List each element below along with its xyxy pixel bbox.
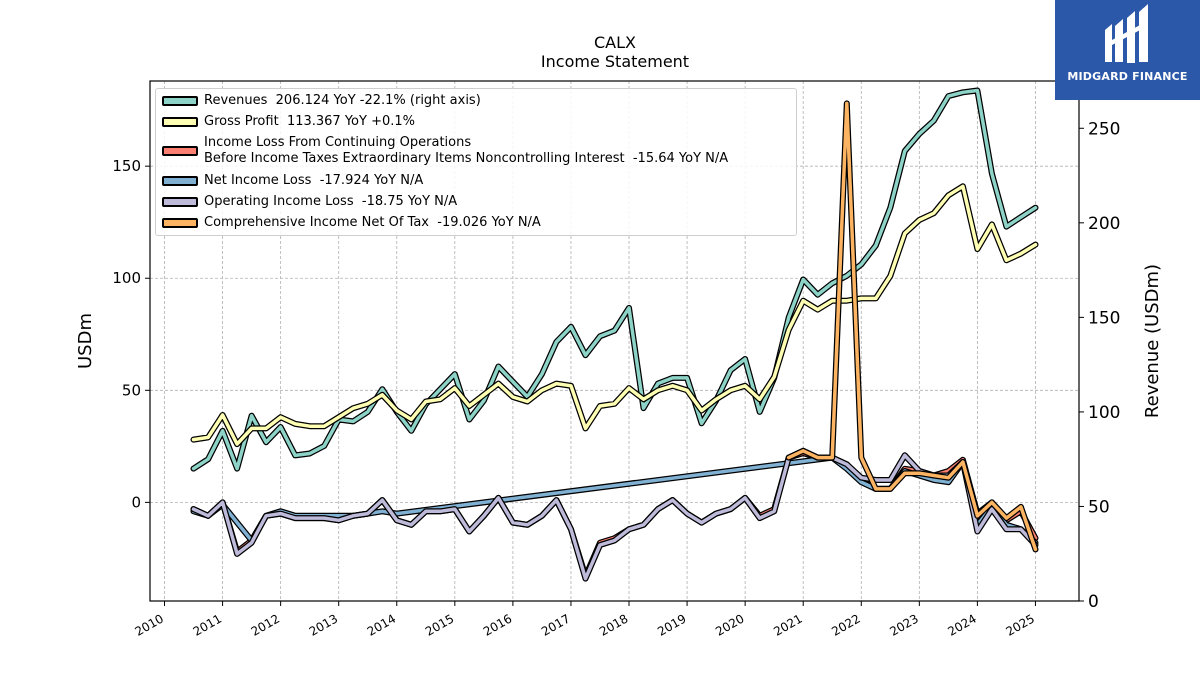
- series-gross-profit: [190, 183, 1039, 448]
- legend-label: Revenues 206.124 YoY -22.1% (right axis): [204, 93, 481, 108]
- y-tick-label-left: 100: [112, 269, 141, 287]
- series-line: [191, 88, 1038, 471]
- x-tick-label: 2014: [365, 611, 398, 638]
- legend: Revenues 206.124 YoY -22.1% (right axis)…: [155, 88, 797, 236]
- chart-subtitle: Income Statement: [541, 52, 689, 71]
- y-tick-label-right: 50: [1088, 497, 1110, 517]
- x-tick-label: 2016: [481, 611, 514, 638]
- x-tick-label: 2023: [887, 611, 920, 638]
- legend-swatch: [162, 117, 198, 127]
- legend-item-pretax-income: Income Loss From Continuing Operations B…: [162, 135, 728, 167]
- x-tick-label: 2010: [133, 611, 166, 638]
- series-line: [786, 101, 1038, 552]
- legend-swatch: [162, 176, 198, 186]
- chart-title: CALX: [594, 33, 636, 52]
- legend-label: Comprehensive Income Net Of Tax -19.026 …: [204, 215, 541, 230]
- series-operating-income-loss: [190, 447, 1039, 582]
- y-tick-label-left: 0: [131, 493, 141, 511]
- series-outline: [785, 100, 1039, 553]
- y-tick-label-right: 150: [1088, 308, 1120, 328]
- legend-label: Gross Profit 113.367 YoY +0.1%: [204, 114, 415, 129]
- series-line: [191, 449, 1038, 581]
- series-layer: [190, 87, 1039, 582]
- x-tick-label: 2021: [771, 611, 804, 638]
- y-tick-label-right: 100: [1088, 403, 1120, 423]
- legend-swatch: [162, 218, 198, 228]
- x-tick-label: 2011: [191, 611, 224, 638]
- legend-swatch: [162, 96, 198, 106]
- legend-item-net-income: Net Income Loss -17.924 YoY N/A: [162, 173, 423, 189]
- y-tick-label-left: 50: [122, 381, 141, 399]
- x-tick-label: 2015: [423, 611, 456, 638]
- legend-swatch: [162, 197, 198, 207]
- y-tick-label-right: 0: [1088, 592, 1099, 612]
- y-axis-label-left: USDm: [75, 313, 96, 369]
- legend-label: Operating Income Loss -18.75 YoY N/A: [204, 194, 458, 209]
- x-tick-label: 2019: [655, 611, 688, 638]
- y-tick-label-left: 150: [112, 157, 141, 175]
- y-axis-label-right: Revenue (USDm): [1142, 264, 1163, 418]
- x-tick-label: 2017: [539, 611, 572, 638]
- x-tick-label: 2018: [597, 611, 630, 638]
- legend-item-gross-profit: Gross Profit 113.367 YoY +0.1%: [162, 114, 415, 130]
- midgard-logo-icon: [1105, 4, 1148, 63]
- x-tick-label: 2024: [945, 611, 978, 638]
- x-tick-label: 2012: [249, 611, 282, 638]
- x-tick-label: 2020: [713, 611, 746, 638]
- x-tick-label: 2022: [829, 611, 862, 638]
- legend-item-operating-income: Operating Income Loss -18.75 YoY N/A: [162, 194, 457, 210]
- legend-swatch: [162, 146, 198, 156]
- brand-logo: MIDGARD FINANCE: [1055, 0, 1200, 100]
- y-tick-label-right: 200: [1088, 214, 1120, 234]
- x-tick-label: 2025: [1003, 611, 1036, 638]
- legend-label: Net Income Loss -17.924 YoY N/A: [204, 173, 424, 188]
- x-tick-label: 2013: [307, 611, 340, 638]
- brand-logo-text: MIDGARD FINANCE: [1067, 70, 1188, 83]
- series-revenues: [190, 87, 1039, 472]
- series-line: [191, 184, 1038, 446]
- legend-item-revenues: Revenues 206.124 YoY -22.1% (right axis): [162, 93, 481, 109]
- plot-frame: [149, 80, 1080, 602]
- y-tick-label-right: 250: [1088, 119, 1120, 139]
- legend-label: Income Loss From Continuing Operations B…: [204, 135, 729, 166]
- series-comprehensive-income-net-of-tax: [785, 100, 1039, 553]
- legend-item-comprehensive-income: Comprehensive Income Net Of Tax -19.026 …: [162, 215, 541, 231]
